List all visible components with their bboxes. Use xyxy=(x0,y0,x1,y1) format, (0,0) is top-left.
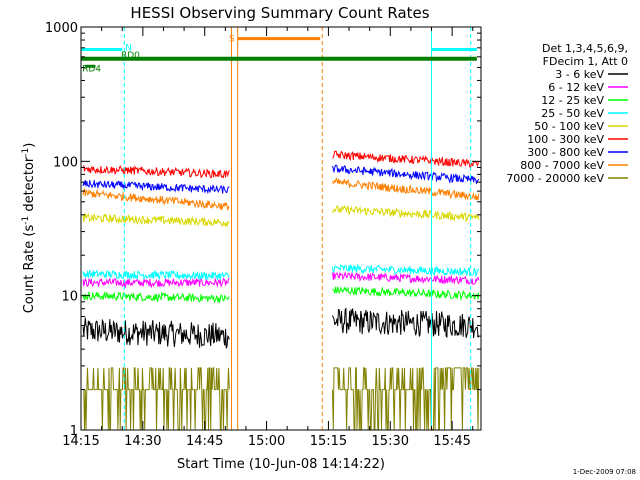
y-axis-label-part2: detector xyxy=(22,156,37,216)
state-flag-label: S xyxy=(229,35,235,45)
legend-entry-label: 25 - 50 keV xyxy=(541,107,604,120)
series-line-pre xyxy=(82,165,230,179)
legend-entry-label: 100 - 300 keV xyxy=(527,133,604,146)
x-tick-label: 14:30 xyxy=(124,434,161,449)
state-flag-label: N xyxy=(125,43,132,53)
series-line-pre xyxy=(82,212,230,228)
state-flag-label: RD4 xyxy=(82,64,101,74)
y-axis-label-part1: Count Rate (s xyxy=(22,225,37,314)
series-line-post xyxy=(332,286,480,301)
series-line-post xyxy=(332,204,480,223)
y-axis-label-sup2: -1 xyxy=(21,148,31,157)
y-tick-label: 1 xyxy=(70,424,78,439)
y-axis-label-sup1: -1 xyxy=(21,216,31,225)
legend-entry-label: 300 - 800 keV xyxy=(527,146,604,159)
series-line-pre xyxy=(82,269,230,281)
axis-layer: 14:15 14:30 14:45 15:00 15:15 15:30 15:45 1 10 10… xyxy=(45,21,481,449)
y-tick-label: 1000 xyxy=(45,21,78,36)
series-line-pre xyxy=(82,187,230,211)
legend-entry-label: 6 - 12 keV xyxy=(548,81,604,94)
series-line-post xyxy=(332,164,480,184)
series-line-pre xyxy=(82,290,230,304)
data-layer xyxy=(82,150,480,430)
series-line-post xyxy=(332,150,480,168)
x-tick-label: 15:15 xyxy=(310,434,347,449)
legend-entry-label: 12 - 25 keV xyxy=(541,94,604,107)
y-tick-label: 100 xyxy=(53,155,78,170)
legend: Det 1,3,4,5,6,9,FDecim 1, Att 03 - 6 keV… xyxy=(506,42,628,185)
series-line-post xyxy=(332,263,480,278)
x-tick-label: 15:00 xyxy=(248,434,285,449)
y-tick-label: 10 xyxy=(61,290,78,305)
state-flag-label: RD0 xyxy=(121,51,140,61)
chart-title: HESSI Observing Summary Count Rates xyxy=(130,4,429,22)
series-line-post xyxy=(332,176,480,201)
x-axis-label: Start Time (10-Jun-08 14:14:22) xyxy=(177,457,385,472)
legend-entry-label: 7000 - 20000 keV xyxy=(506,172,604,185)
legend-entry-label: 3 - 6 keV xyxy=(555,68,604,81)
series-line-post xyxy=(332,307,480,339)
series-line-pre xyxy=(82,317,230,349)
plot-frame xyxy=(80,26,482,431)
flag-layer: N S RD0 RD4 xyxy=(81,35,477,74)
y-axis-label-part3: ) xyxy=(22,143,37,148)
series-line-post xyxy=(332,367,480,430)
x-tick-label: 14:45 xyxy=(186,434,223,449)
series-line-pre xyxy=(82,277,230,289)
x-tick-label: 15:30 xyxy=(372,434,409,449)
legend-entry-label: 50 - 100 keV xyxy=(534,120,604,133)
y-axis-label: Count Rate (s-1 detector-1) xyxy=(21,143,37,314)
x-tick-label: 15:45 xyxy=(433,434,470,449)
legend-entry-label: 800 - 7000 keV xyxy=(520,159,604,172)
footer-date: 1-Dec-2009 07:08 xyxy=(573,468,636,476)
legend-header-line: FDecim 1, Att 0 xyxy=(543,55,628,68)
series-line-post xyxy=(332,271,480,285)
x-tick-label: 14:15 xyxy=(62,434,99,449)
series-line-pre xyxy=(82,180,230,195)
legend-header-line: Det 1,3,4,5,6,9, xyxy=(542,42,628,55)
